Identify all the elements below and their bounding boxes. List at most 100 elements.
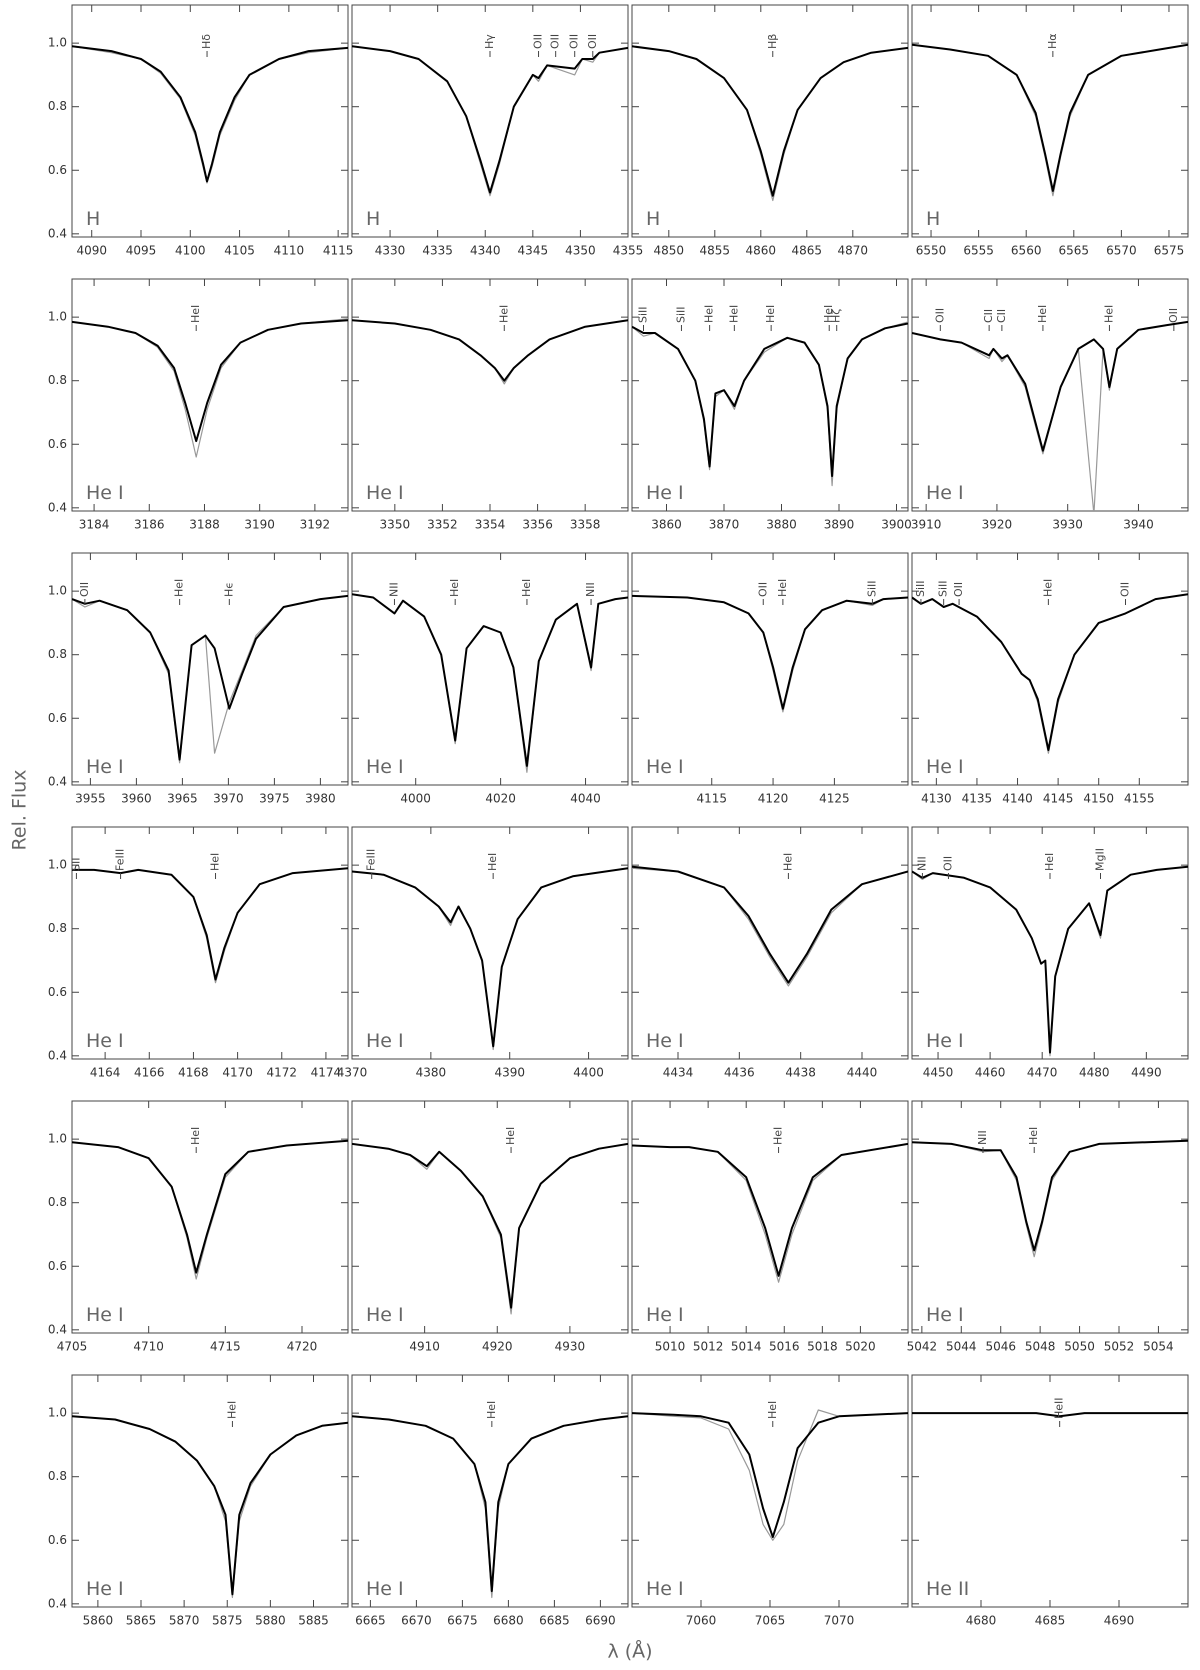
element-label: He I <box>926 482 964 504</box>
line-label: NII <box>387 582 400 597</box>
spectrum-line <box>72 595 348 764</box>
x-tick-label: 3920 <box>982 518 1013 532</box>
element-label: He I <box>366 1030 404 1052</box>
y-tick-label: 0.6 <box>48 1533 67 1547</box>
x-tick-label: 7060 <box>686 1614 717 1628</box>
line-label: OII <box>952 582 965 597</box>
line-label: NII <box>584 582 597 597</box>
x-tick-label: 5018 <box>807 1340 838 1354</box>
x-tick-label: 4125 <box>819 792 850 806</box>
element-label: He I <box>926 1030 964 1052</box>
line-label: HeI <box>776 579 789 597</box>
x-tick-label: 4020 <box>485 792 516 806</box>
panel-frame <box>351 278 629 512</box>
line-label: HeI <box>1041 579 1054 597</box>
panel-frame <box>71 826 349 1060</box>
line-label: HeI <box>504 1127 517 1145</box>
spectrum-line <box>72 867 348 984</box>
spectrum-line <box>352 1143 628 1315</box>
spectrum-line <box>912 320 1188 452</box>
x-tick-label: 5044 <box>946 1340 977 1354</box>
x-tick-label: 4860 <box>746 244 777 258</box>
plot-area <box>72 45 348 184</box>
y-tick-label: 0.8 <box>48 647 67 661</box>
spectrum-line <box>632 1143 908 1283</box>
x-tick-label: 3358 <box>570 518 601 532</box>
x-tick-label: 4105 <box>224 244 255 258</box>
x-tick-label: 6555 <box>963 244 994 258</box>
plot-area <box>352 319 628 385</box>
x-tick-label: 4436 <box>724 1066 755 1080</box>
line-label: Hβ <box>766 34 779 49</box>
x-tick-label: 4115 <box>323 244 354 258</box>
x-tick-label: 3192 <box>300 518 331 532</box>
panel-frame <box>71 1374 349 1608</box>
spectrum-line <box>72 1139 348 1274</box>
x-tick-label: 4920 <box>482 1340 513 1354</box>
x-tick-label: 5048 <box>1025 1340 1056 1354</box>
line-label: HeI <box>764 305 777 323</box>
line-label: HeI <box>520 579 533 597</box>
spectrum-line <box>912 593 1188 754</box>
plot-area <box>72 1415 348 1599</box>
y-tick-label: 0.8 <box>48 99 67 113</box>
x-tick-label: 5870 <box>169 1614 200 1628</box>
x-tick-label: 5052 <box>1104 1340 1135 1354</box>
x-tick-label: 4145 <box>1043 792 1074 806</box>
x-tick-label: 3184 <box>79 518 110 532</box>
element-label: H <box>646 208 660 230</box>
spectrum-line <box>632 1409 908 1541</box>
y-tick-label: 0.4 <box>48 774 67 788</box>
panel-frame <box>631 278 909 512</box>
line-label: HeI <box>189 1127 202 1145</box>
element-label: He I <box>366 1304 404 1326</box>
x-tick-label: 5860 <box>83 1614 114 1628</box>
x-tick-label: 4170 <box>222 1066 253 1080</box>
x-tick-label: 3970 <box>213 792 244 806</box>
x-tick-label: 5050 <box>1064 1340 1095 1354</box>
x-tick-label: 4355 <box>613 244 644 258</box>
x-tick-label: 5046 <box>985 1340 1016 1354</box>
line-label: HeI <box>486 853 499 871</box>
x-tick-label: 3930 <box>1052 518 1083 532</box>
plot-area <box>632 1409 908 1541</box>
x-tick-label: 4865 <box>792 244 823 258</box>
line-label: HeI <box>1036 305 1049 323</box>
plot-area <box>72 867 348 984</box>
x-tick-label: 3352 <box>427 518 458 532</box>
x-tick-label: 4685 <box>1035 1614 1066 1628</box>
x-tick-label: 3188 <box>189 518 220 532</box>
line-label: HeI <box>173 579 186 597</box>
x-tick-label: 6575 <box>1154 244 1185 258</box>
plot-area <box>912 43 1188 197</box>
line-label: Hζ <box>830 309 843 323</box>
x-tick-label: 4120 <box>758 792 789 806</box>
line-label: Hϵ <box>222 582 235 597</box>
line-label: SiII <box>674 306 687 323</box>
x-tick-label: 6670 <box>401 1614 432 1628</box>
element-label: H <box>366 208 380 230</box>
x-tick-label: 3900 <box>881 518 912 532</box>
element-label: H <box>86 208 100 230</box>
x-tick-label: 4690 <box>1104 1614 1135 1628</box>
y-tick-label: 0.8 <box>48 373 67 387</box>
y-tick-label: 0.6 <box>48 1259 67 1273</box>
spectrum-line <box>912 1140 1188 1258</box>
x-tick-label: 6560 <box>1011 244 1042 258</box>
x-tick-label: 3880 <box>766 518 797 532</box>
y-tick-label: 1.0 <box>48 310 67 324</box>
line-label: HeI <box>703 305 716 323</box>
x-tick-label: 6685 <box>539 1614 570 1628</box>
line-label: SII <box>69 858 82 871</box>
plot-area <box>632 1142 908 1283</box>
x-tick-label: 4850 <box>654 244 685 258</box>
line-label: Hδ <box>200 34 213 49</box>
line-label: HeI <box>1102 305 1115 323</box>
x-tick-label: 4855 <box>700 244 731 258</box>
line-label: OII <box>941 856 954 871</box>
x-tick-label: 4380 <box>416 1066 447 1080</box>
x-tick-label: 3975 <box>259 792 290 806</box>
x-tick-label: 4390 <box>494 1066 525 1080</box>
x-tick-label: 4930 <box>555 1340 586 1354</box>
